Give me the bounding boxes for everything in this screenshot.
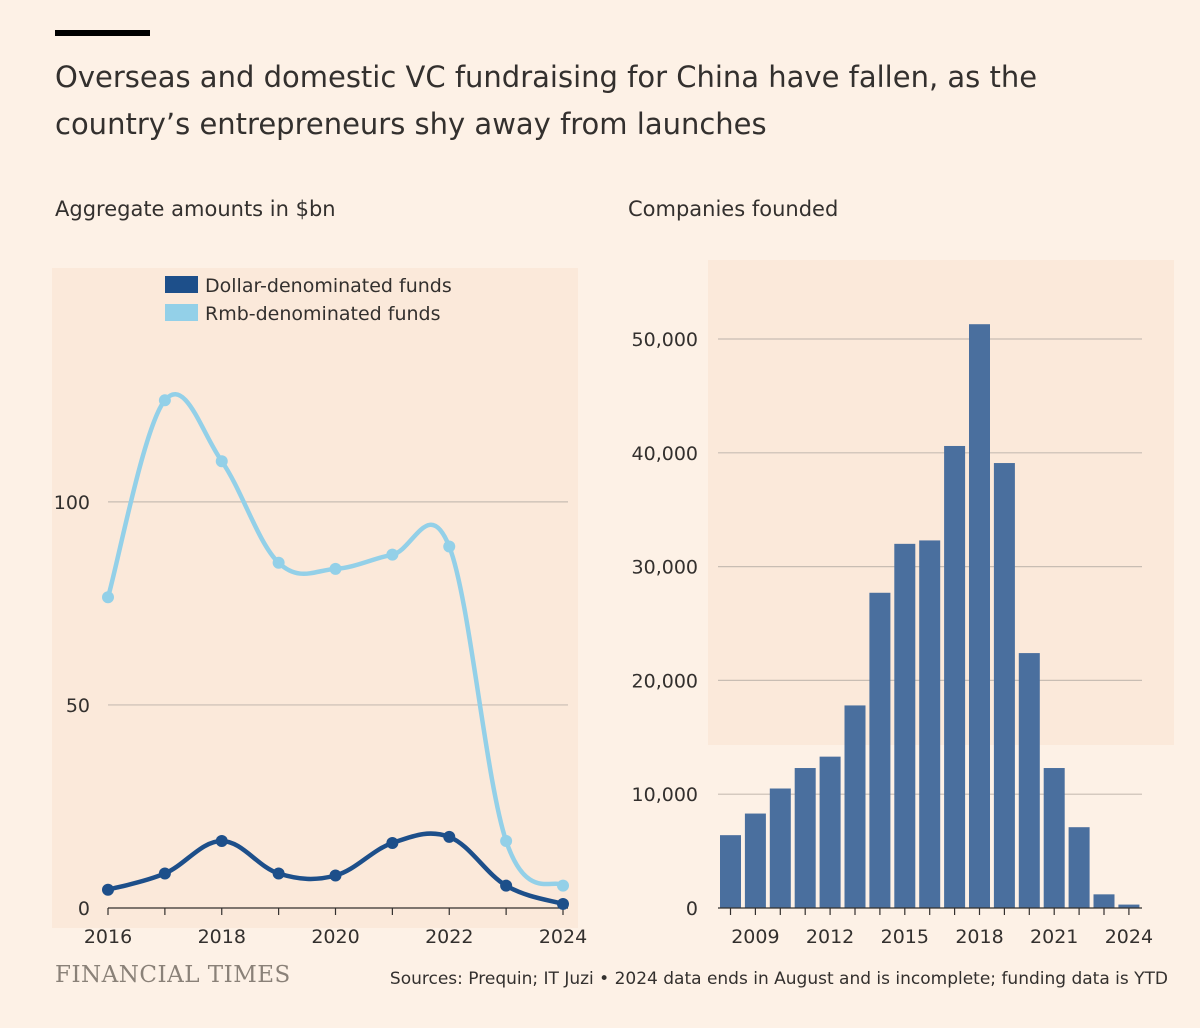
x-tick-label: 2018 [955,926,1003,948]
dollar-denominated-funds-point [386,837,399,850]
x-tick-label: 2012 [806,926,854,948]
rmb-denominated-funds-point [215,455,228,468]
y-tick-label: 40,000 [632,443,698,465]
y-tick-label: 20,000 [632,670,698,692]
dollar-denominated-funds-point [557,897,569,910]
header-rule [55,30,150,36]
x-tick-label: 2018 [198,926,246,948]
legend-label: Rmb-denominated funds [205,303,441,325]
bar [869,592,891,908]
rmb-denominated-funds-point [386,548,399,561]
bar [969,324,990,908]
bar [794,768,816,908]
x-tick-label: 2021 [1030,926,1078,948]
y-tick-label: 50,000 [632,329,698,351]
bar [944,445,966,908]
bar [1068,827,1090,908]
rmb-denominated-funds-point [329,562,342,575]
y-tick-label: 10,000 [632,784,698,806]
bar-chart-panel: 0 10,000 20,000 30,000 40,000 50,000 2009 2012 2… [600,0,1200,960]
legend-label: Dollar-denominated funds [205,275,452,297]
y-tick-label: 0 [686,898,698,920]
legend-swatch [165,304,198,321]
line-chart-subtitle: Aggregate amounts in $bn [55,197,336,221]
line-chart-panel: 0 50 100 2016 2018 2020 2022 2024 Dollar-denomin… [0,0,600,960]
dollar-denominated-funds-point [500,879,513,892]
bar [1118,904,1140,908]
y-tick-label: 30,000 [632,557,698,579]
x-tick-label: 2024 [539,926,587,948]
legend-swatch [165,276,198,293]
y-tick-label: 0 [78,898,90,920]
plot-area [708,260,1174,745]
rmb-denominated-funds-point [158,394,171,407]
bar-chart-subtitle: Companies founded [628,197,839,221]
x-tick-label: 2015 [881,926,929,948]
y-tick-label: 50 [66,695,90,717]
dollar-denominated-funds-point [443,830,456,843]
bar [1018,653,1040,908]
dollar-denominated-funds-point [158,867,171,880]
rmb-denominated-funds-point [443,540,456,553]
bar [819,756,841,908]
bar [744,813,766,908]
plot-area [52,268,578,928]
bar [720,835,741,908]
x-tick-label: 2016 [84,926,132,948]
bar [894,543,916,908]
source-note: Sources: Prequin; IT Juzi • 2024 data en… [389,969,1168,989]
bar [919,540,941,908]
rmb-denominated-funds-point [102,591,114,604]
dollar-denominated-funds-point [215,834,228,847]
y-tick-label: 100 [54,492,90,514]
rmb-denominated-funds-point [272,556,285,569]
dollar-denominated-funds-point [329,869,342,882]
ft-logo: FINANCIAL TIMES [55,962,291,988]
x-tick-label: 2024 [1105,926,1153,948]
line-chart: 0 50 100 2016 2018 2020 2022 2024 Dollar-denomin… [52,268,587,948]
x-tick-label: 2020 [311,926,359,948]
bar [993,463,1015,908]
x-tick-label: 2009 [731,926,779,948]
bar [844,705,866,908]
bar [1093,894,1115,908]
bar-chart: 0 10,000 20,000 30,000 40,000 50,000 2009 2012 2… [632,260,1174,948]
dollar-denominated-funds-point [272,867,285,880]
bar [1043,768,1065,908]
chart-title: Overseas and domestic VC fundraising for… [55,60,1038,141]
rmb-denominated-funds-point [500,834,513,847]
bar [769,788,791,908]
rmb-denominated-funds-point [557,879,569,892]
x-tick-label: 2022 [425,926,473,948]
dollar-denominated-funds-point [102,883,114,896]
